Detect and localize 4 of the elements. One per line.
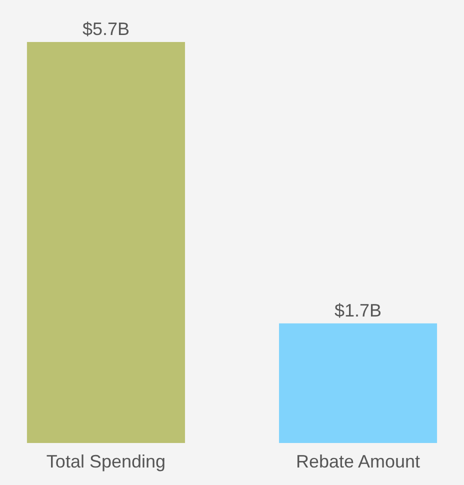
x-tick-label: Total Spending [46, 452, 166, 472]
data-label: $5.7B [82, 19, 130, 39]
x-tick-label: Rebate Amount [296, 452, 420, 472]
data-label: $1.7B [334, 300, 382, 320]
